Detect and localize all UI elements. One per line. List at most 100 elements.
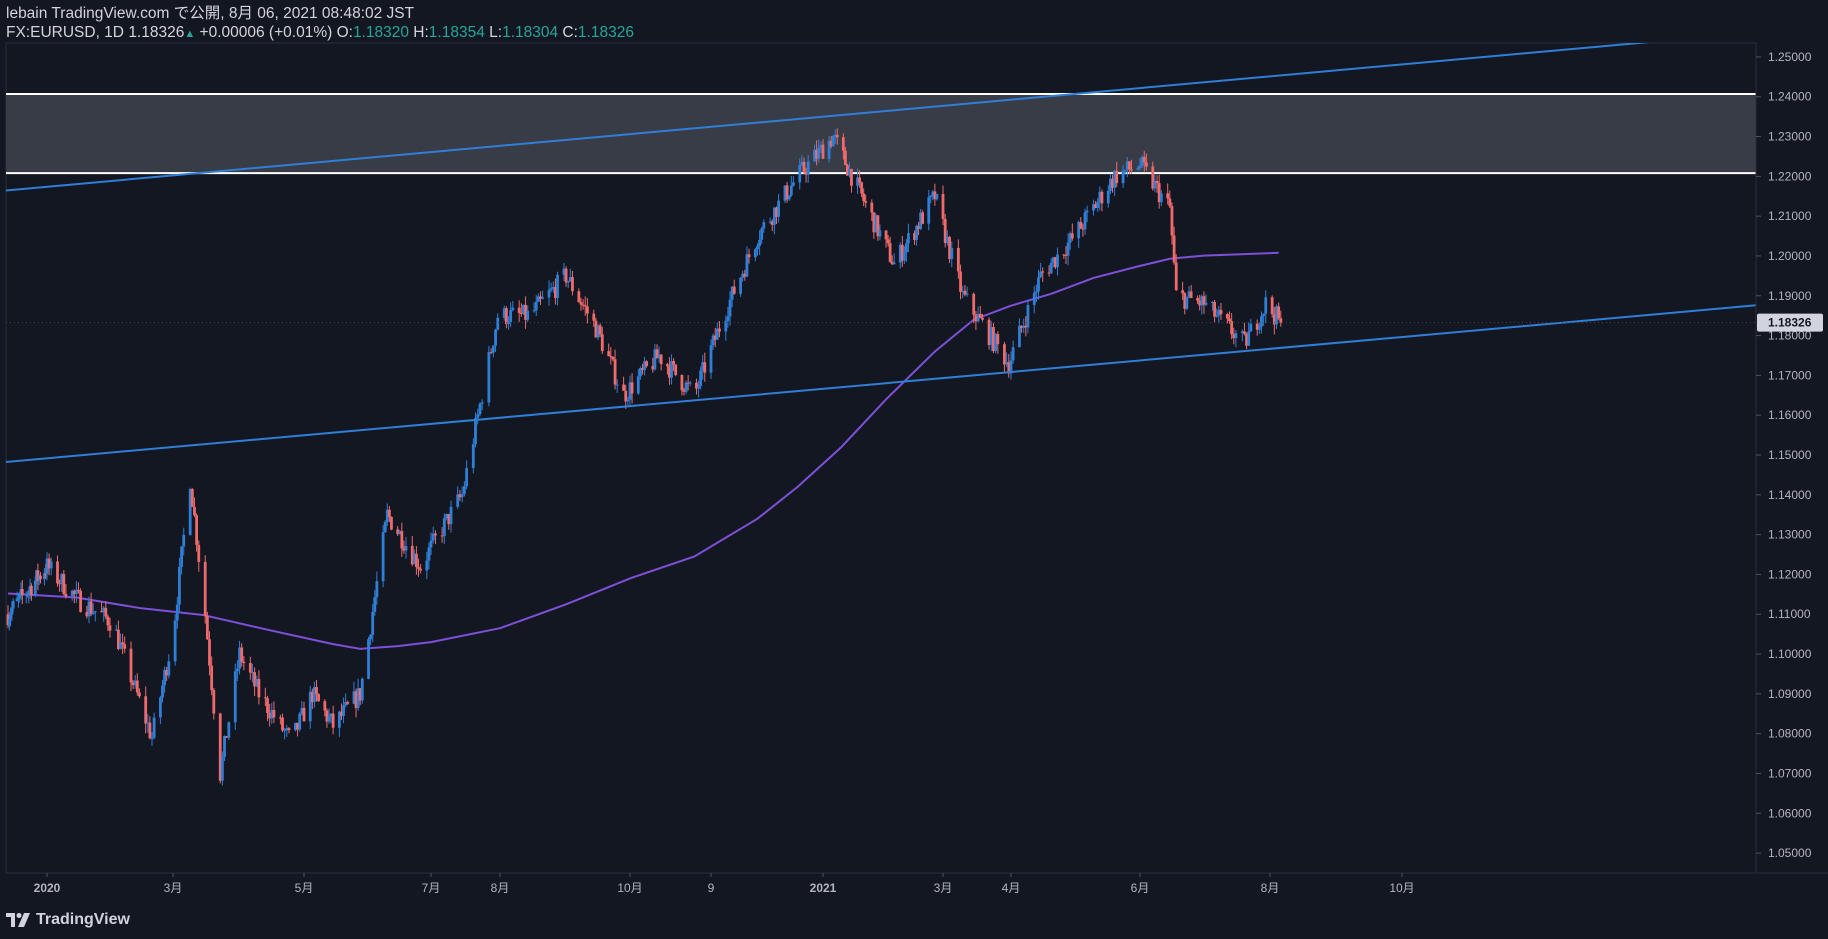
tradingview-logo[interactable]: TradingView bbox=[6, 909, 130, 931]
candle-down[interactable] bbox=[864, 194, 868, 208]
candle-up[interactable] bbox=[653, 343, 657, 371]
candle-up[interactable] bbox=[465, 460, 469, 490]
candle-up[interactable] bbox=[724, 315, 728, 341]
candle-up[interactable] bbox=[178, 557, 181, 612]
candle-down[interactable] bbox=[600, 326, 604, 355]
candle-up[interactable] bbox=[1234, 330, 1238, 348]
candle-up[interactable] bbox=[772, 207, 776, 235]
candle-down[interactable] bbox=[577, 288, 581, 303]
candle-down[interactable] bbox=[996, 331, 1000, 354]
candle-down[interactable] bbox=[323, 699, 327, 717]
candle-down[interactable] bbox=[1115, 161, 1119, 188]
candle-up[interactable] bbox=[352, 681, 356, 705]
candle-down[interactable] bbox=[539, 291, 542, 305]
candle-up[interactable] bbox=[15, 591, 19, 602]
candle-up[interactable] bbox=[233, 663, 237, 730]
candle-up[interactable] bbox=[375, 571, 379, 605]
candle-down[interactable] bbox=[933, 183, 937, 206]
candle-up[interactable] bbox=[817, 139, 821, 163]
candle-down[interactable] bbox=[1181, 281, 1185, 300]
candle-down[interactable] bbox=[1047, 265, 1051, 277]
candle-down[interactable] bbox=[672, 358, 676, 372]
candle-down[interactable] bbox=[1228, 311, 1231, 324]
candle-down[interactable] bbox=[829, 135, 833, 149]
candle-down[interactable] bbox=[325, 708, 329, 728]
candle-down[interactable] bbox=[594, 317, 598, 338]
candle-up[interactable] bbox=[760, 226, 764, 244]
candle-down[interactable] bbox=[963, 284, 967, 297]
candle-up[interactable] bbox=[615, 379, 619, 393]
candle-down[interactable] bbox=[775, 206, 778, 225]
candle-down[interactable] bbox=[981, 313, 984, 322]
candle-down[interactable] bbox=[358, 687, 362, 706]
candle-up[interactable] bbox=[657, 346, 661, 363]
candle-down[interactable] bbox=[592, 309, 596, 327]
candle-up[interactable] bbox=[994, 333, 998, 354]
candle-up[interactable] bbox=[753, 247, 757, 262]
candle-down[interactable] bbox=[39, 572, 42, 584]
candle-up[interactable] bbox=[494, 328, 497, 352]
candle-down[interactable] bbox=[785, 181, 789, 203]
time-scale[interactable]: 2020 3月 5月 7月 8月 10月 9 2021 3月 4月 6月 8月 10月 bbox=[34, 873, 1415, 895]
candle-up[interactable] bbox=[1125, 156, 1129, 178]
candle-up[interactable] bbox=[270, 702, 274, 724]
candle-down[interactable] bbox=[281, 713, 284, 733]
candle-up[interactable] bbox=[238, 640, 241, 675]
candle-up[interactable] bbox=[367, 636, 370, 680]
candle-up[interactable] bbox=[1200, 294, 1204, 315]
candle-down[interactable] bbox=[1054, 256, 1057, 270]
candle-up[interactable] bbox=[1011, 340, 1015, 364]
candle-up[interactable] bbox=[93, 611, 97, 622]
candle-up[interactable] bbox=[915, 224, 918, 246]
candle-down[interactable] bbox=[846, 163, 849, 176]
candle-up[interactable] bbox=[798, 158, 802, 190]
candle-down[interactable] bbox=[447, 513, 451, 530]
candle-up[interactable] bbox=[715, 322, 719, 340]
candle-up[interactable] bbox=[1022, 318, 1026, 333]
candle-down[interactable] bbox=[943, 214, 947, 248]
candle-down[interactable] bbox=[278, 714, 282, 725]
candle-down[interactable] bbox=[1111, 174, 1114, 193]
candle-down[interactable] bbox=[205, 611, 209, 640]
candle-up[interactable] bbox=[1136, 165, 1140, 171]
candle-down[interactable] bbox=[296, 722, 299, 737]
candle-up[interactable] bbox=[412, 549, 416, 565]
candle-down[interactable] bbox=[1155, 175, 1159, 193]
candle-up[interactable] bbox=[800, 155, 804, 167]
candle-down[interactable] bbox=[129, 641, 133, 692]
candle-down[interactable] bbox=[123, 636, 127, 653]
candle-up[interactable] bbox=[18, 591, 22, 603]
candle-down[interactable] bbox=[659, 353, 663, 371]
candle-down[interactable] bbox=[315, 680, 318, 702]
candle-down[interactable] bbox=[524, 296, 527, 329]
candle-up[interactable] bbox=[898, 242, 902, 269]
candle-up[interactable] bbox=[976, 306, 980, 323]
candle-down[interactable] bbox=[1198, 294, 1202, 311]
candle-up[interactable] bbox=[927, 189, 931, 231]
candle-down[interactable] bbox=[1007, 354, 1011, 378]
candle-down[interactable] bbox=[609, 347, 613, 365]
candle-down[interactable] bbox=[104, 601, 108, 620]
candle-down[interactable] bbox=[47, 553, 51, 576]
candle-up[interactable] bbox=[1257, 322, 1261, 334]
candle-up[interactable] bbox=[638, 366, 642, 380]
candle-up[interactable] bbox=[1211, 300, 1214, 311]
candle-down[interactable] bbox=[1003, 341, 1006, 373]
candle-up[interactable] bbox=[756, 243, 759, 256]
candle-up[interactable] bbox=[496, 313, 500, 331]
candle-up[interactable] bbox=[442, 513, 446, 545]
candle-up[interactable] bbox=[1037, 269, 1040, 300]
candle-down[interactable] bbox=[941, 185, 945, 226]
candle-up[interactable] bbox=[1204, 294, 1208, 307]
candle-up[interactable] bbox=[445, 513, 448, 521]
candle-up[interactable] bbox=[329, 713, 333, 724]
candle-up[interactable] bbox=[1092, 199, 1095, 216]
candle-up[interactable] bbox=[133, 675, 137, 689]
candle-up[interactable] bbox=[182, 527, 186, 556]
candle-up[interactable] bbox=[1264, 290, 1268, 323]
lower-channel-trendline[interactable] bbox=[6, 304, 1756, 463]
candle-down[interactable] bbox=[240, 643, 244, 667]
candle-up[interactable] bbox=[566, 280, 570, 289]
candle-up[interactable] bbox=[449, 500, 453, 533]
